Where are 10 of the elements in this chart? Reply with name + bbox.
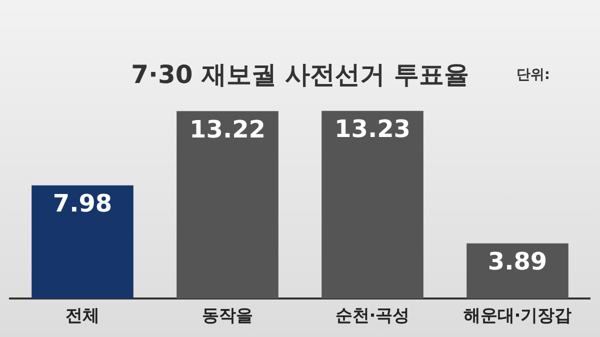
data-label: 3.89: [488, 248, 548, 276]
chart-title: 7·30 재보궐 사전선거 투표율: [131, 60, 469, 89]
x-tick-label: 순천·곡성: [335, 306, 410, 326]
data-label: 13.23: [334, 115, 410, 144]
x-tick-label: 해운대·기장갑: [463, 306, 572, 326]
x-tick-label: 전체: [66, 306, 100, 326]
data-label: 13.22: [190, 115, 266, 144]
text: 단위:: [516, 66, 550, 84]
x-tick-label: 동작을: [202, 306, 253, 326]
data-label: 7.98: [52, 190, 112, 218]
